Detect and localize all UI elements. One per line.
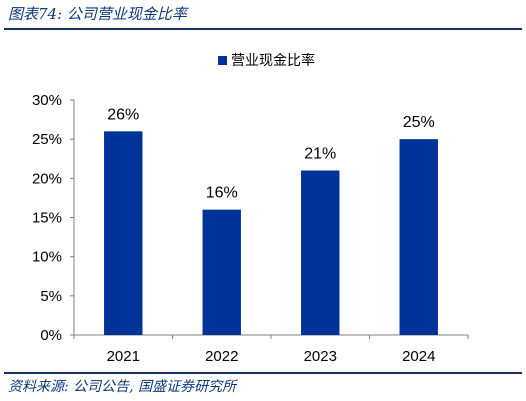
bar-value-label: 16% xyxy=(206,185,238,202)
y-tick-label: 5% xyxy=(40,288,62,305)
bar xyxy=(399,139,438,335)
bar-chart: 营业现金比率 0%5%10%15%20%25%30% 2021 2022 2023 2… xyxy=(32,52,469,365)
bar xyxy=(104,131,143,335)
bar-value-label: 25% xyxy=(403,114,435,131)
bar-series xyxy=(104,131,438,335)
figure-title: 图表74: 公司营业现金比率 xyxy=(8,5,187,23)
y-tick-label: 10% xyxy=(32,249,62,266)
top-rule xyxy=(4,28,522,30)
legend-swatch xyxy=(218,56,227,65)
chart-legend: 营业现金比率 xyxy=(218,52,315,69)
bottom-rule xyxy=(4,372,522,374)
source-note: 资料来源: 公司公告, 国盛证券研究所 xyxy=(8,379,237,395)
x-tick-label: 2024 xyxy=(402,348,435,365)
bar-value-label: 26% xyxy=(107,106,139,123)
bar-value-label: 21% xyxy=(304,146,336,163)
x-axis: 2021 2022 2023 2024 xyxy=(73,334,469,365)
x-tick-label: 2022 xyxy=(205,348,238,365)
data-labels: 26% 16% 21% 25% xyxy=(107,106,435,201)
bar xyxy=(202,209,241,335)
y-tick-label: 20% xyxy=(32,170,62,187)
y-tick-label: 0% xyxy=(40,327,62,344)
x-tick-label: 2023 xyxy=(304,348,337,365)
y-tick-label: 30% xyxy=(32,92,62,109)
bar xyxy=(301,170,340,335)
y-tick-label: 15% xyxy=(32,210,62,227)
x-tick-label: 2021 xyxy=(107,348,140,365)
y-tick-label: 25% xyxy=(32,131,62,148)
legend-label: 营业现金比率 xyxy=(231,52,315,69)
y-axis: 0% 5% 10% 15% 20% 25% 30% xyxy=(32,92,75,344)
